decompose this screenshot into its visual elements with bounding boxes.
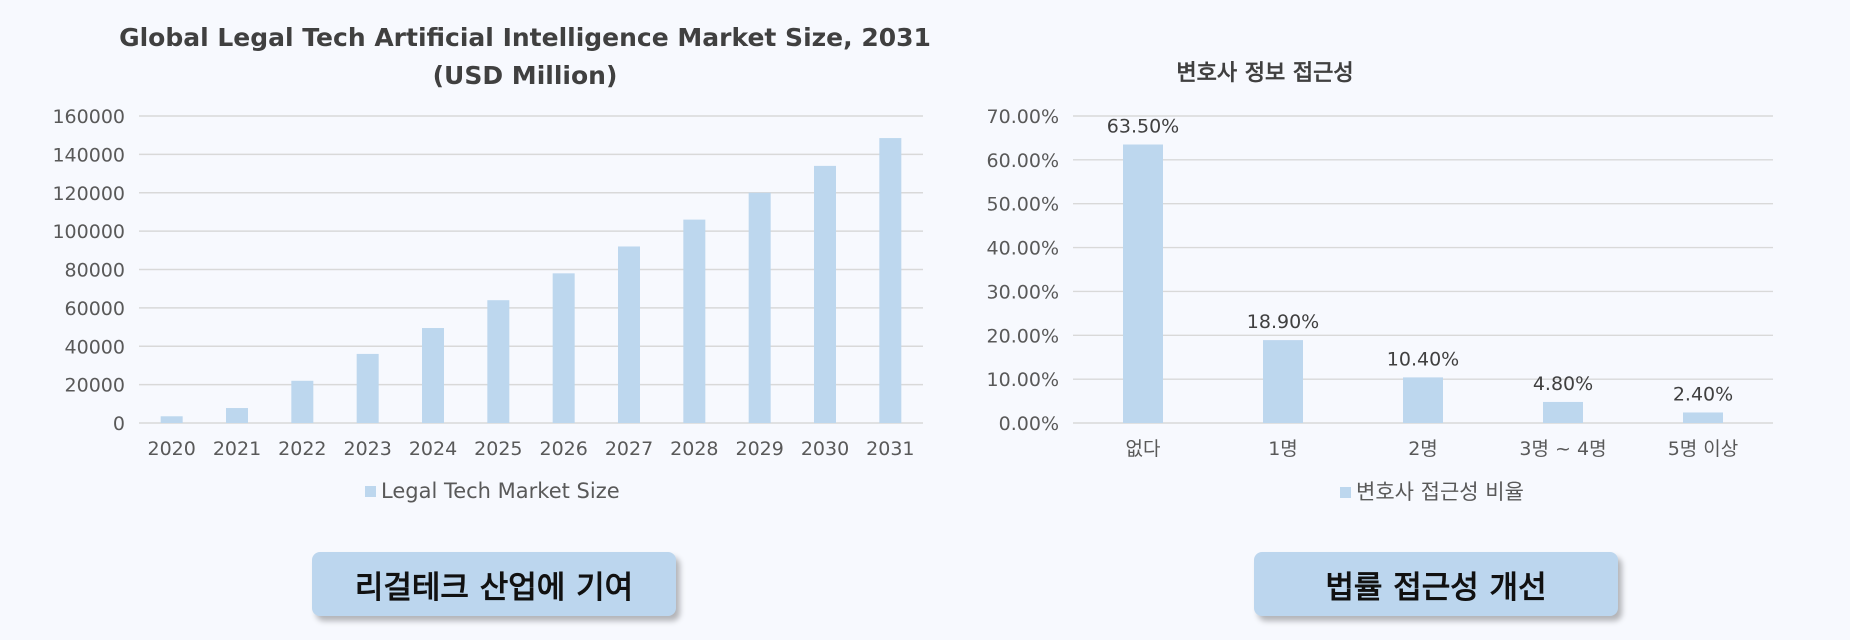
y-tick-label: 100000 [52,221,125,243]
x-tick-label: 2023 [343,438,391,460]
data-label: 2.40% [1673,383,1733,405]
bar [814,165,836,423]
x-tick-label: 2026 [539,438,587,460]
y-tick-label: 20000 [65,375,125,397]
x-tick-label: 2024 [409,438,457,460]
x-tick-label: 2030 [801,438,849,460]
x-tick-label: 2029 [735,438,783,460]
y-tick-label: 40000 [65,336,125,358]
x-tick-label: 2028 [670,438,718,460]
y-tick-label: 140000 [52,144,125,166]
x-tick-label: 2명 [1408,438,1438,460]
y-tick-label: 60000 [65,298,125,320]
x-tick-label: 5명 이상 [1668,438,1739,460]
y-tick-label: 30.00% [987,281,1059,303]
legend-swatch [1340,487,1351,498]
legend: Legal Tech Market Size [365,479,620,503]
lawyer-access-chart: 변호사 정보 접근성 0.00% 10.00% 20.00% 30.00% 40.00%… [987,61,1773,504]
data-label: 63.50% [1107,116,1179,138]
bar [1263,340,1303,423]
chart-title: Global Legal Tech Artificial Intelligenc… [119,23,931,52]
x-tick-label: 2025 [474,438,522,460]
bar [226,408,248,423]
y-tick-label: 80000 [65,260,125,282]
chart-subtitle: (USD Million) [433,61,618,90]
y-tick-label: 0.00% [999,413,1059,435]
x-tick-label: 2020 [147,438,195,460]
x-tick-label: 2022 [278,438,326,460]
bar [1123,144,1163,423]
bar [487,300,510,423]
legaltech-contribution-button[interactable]: 리걸테크 산업에 기여 [312,552,676,616]
y-tick-label: 120000 [52,183,125,205]
x-tick-label: 없다 [1126,438,1161,460]
y-tick-label: 10.00% [987,369,1059,391]
bar [422,328,444,423]
bar [1683,412,1723,423]
data-label: 18.90% [1247,311,1319,333]
market-size-chart: Global Legal Tech Artificial Intelligenc… [52,23,931,503]
bar [1543,401,1583,423]
x-tick-label: 1명 [1268,438,1298,460]
y-tick-label: 40.00% [987,238,1059,260]
legend-label: 변호사 접근성 비율 [1356,480,1524,504]
y-tick-label: 50.00% [987,194,1059,216]
y-tick-label: 0 [113,413,125,435]
chart-title: 변호사 정보 접근성 [1176,61,1353,86]
legend-label: Legal Tech Market Size [381,479,620,503]
bar [618,246,640,423]
y-tick-label: 160000 [52,106,125,128]
x-tick-label: 2031 [866,438,914,460]
legend-swatch [365,486,376,497]
bar [1403,377,1443,423]
x-tick-label: 2021 [213,438,261,460]
x-tick-label: 3명 ~ 4명 [1519,438,1606,460]
y-tick-label: 60.00% [987,150,1059,172]
legal-access-button[interactable]: 법률 접근성 개선 [1254,552,1618,616]
bar [160,416,183,423]
bar [291,380,314,423]
bar [683,219,706,423]
y-tick-label: 20.00% [987,325,1059,347]
bar [748,192,771,423]
y-tick-label: 70.00% [987,106,1059,128]
bar [356,353,379,423]
legend: 변호사 접근성 비율 [1340,480,1524,504]
x-tick-label: 2027 [605,438,653,460]
data-label: 4.80% [1533,373,1593,395]
bar [552,273,575,423]
data-label: 10.40% [1387,348,1459,370]
bar [879,138,902,424]
